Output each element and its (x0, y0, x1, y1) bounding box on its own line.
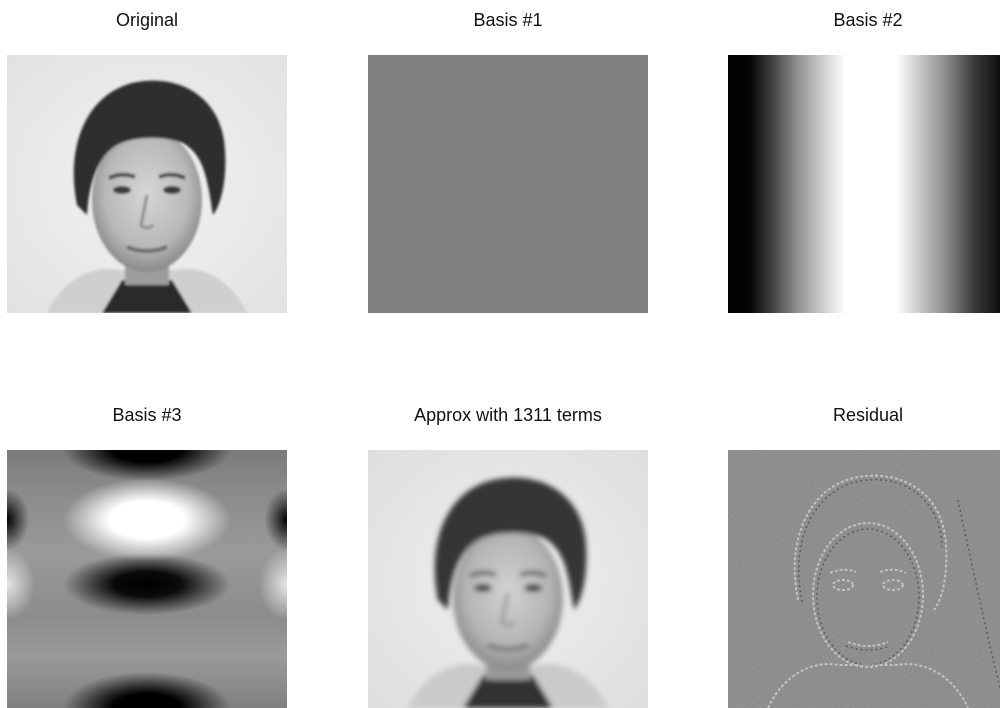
panel-title: Residual (832, 405, 904, 425)
panel-title: Basis #2 (833, 10, 903, 30)
panel-title: Approx with 1311 terms (414, 405, 602, 425)
residual-image (728, 450, 1000, 708)
panel-title: Basis #1 (473, 10, 543, 30)
original-face-image (7, 55, 287, 313)
basis-2-image (728, 55, 1000, 313)
panel-title: Basis #3 (112, 405, 182, 425)
basis-3-image (7, 450, 287, 708)
basis-1-image (368, 55, 648, 313)
approx-face-image (368, 450, 648, 708)
panel-title: Original (115, 10, 179, 30)
